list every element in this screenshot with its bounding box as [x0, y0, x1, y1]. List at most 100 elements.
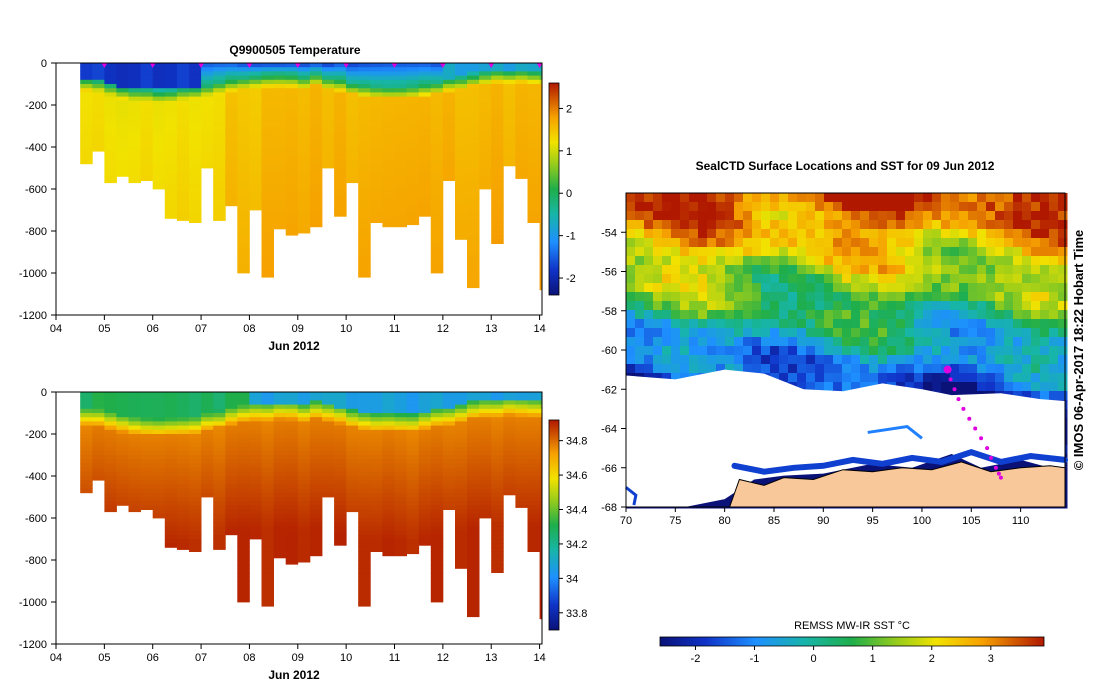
profile-cell	[116, 168, 129, 173]
sst-cell	[806, 346, 816, 356]
profile-cell	[406, 67, 420, 72]
profile-cell	[503, 459, 516, 464]
profile-cell	[382, 450, 395, 456]
sst-cell	[1022, 283, 1032, 293]
sst-cell	[698, 499, 708, 509]
sst-cell	[950, 247, 960, 257]
sst-cell	[680, 364, 690, 374]
profile-cell	[104, 151, 117, 156]
profile-cell	[164, 463, 178, 468]
sst-cell	[635, 364, 645, 374]
profile-cell	[370, 88, 383, 93]
profile-cell	[442, 147, 456, 152]
profile-cell	[527, 413, 540, 418]
profile-cell	[309, 518, 323, 523]
profile-cell	[539, 75, 543, 81]
profile-cell	[394, 201, 407, 207]
sst-cell	[923, 193, 933, 203]
profile-cell	[418, 184, 432, 190]
profile-cell	[370, 184, 383, 190]
sst-cell	[842, 382, 852, 392]
profile-cell	[104, 459, 117, 464]
profile-cell	[309, 189, 323, 194]
sst-cell	[1022, 265, 1032, 275]
sst-cell	[1040, 211, 1050, 221]
profile-cell	[176, 476, 190, 481]
sst-cell	[680, 238, 690, 248]
profile-cell	[491, 201, 504, 207]
profile-cell	[467, 92, 480, 97]
profile-cell	[394, 151, 407, 156]
profile-cell	[406, 84, 420, 89]
sst-cell	[716, 346, 726, 356]
profile-cell	[176, 113, 190, 118]
profile-cell	[382, 530, 395, 536]
profile-cell	[297, 505, 311, 510]
profile-cell	[237, 268, 250, 274]
sst-cell	[725, 265, 735, 275]
sst-cell	[716, 256, 726, 266]
profile-cell	[491, 551, 504, 557]
profile-cell	[176, 172, 190, 177]
profile-cell	[237, 467, 250, 473]
profile-cell	[164, 446, 178, 452]
profile-cell	[261, 438, 274, 443]
profile-cell	[358, 264, 371, 270]
sst-cell	[653, 265, 663, 275]
profile-cell	[273, 543, 287, 548]
profile-cell	[539, 585, 543, 590]
sst-cell	[743, 265, 753, 275]
profile-cell	[104, 450, 117, 456]
profile-cell	[309, 522, 323, 527]
profile-cell	[80, 400, 93, 405]
profile-cell	[189, 455, 202, 460]
profile-cell	[370, 467, 383, 473]
sea-ice-region	[626, 369, 1068, 507]
profile-cell	[467, 197, 480, 202]
profile-cell	[370, 392, 383, 397]
profile-cell	[237, 564, 250, 569]
sst-cell	[653, 256, 663, 266]
sst-cell	[842, 364, 852, 374]
profile-cell	[225, 530, 238, 536]
sst-cell	[860, 355, 870, 365]
profile-cell	[213, 396, 226, 401]
sst-cell	[1013, 364, 1023, 374]
sst-cell	[878, 229, 888, 239]
sst-cell	[824, 265, 834, 275]
profile-cell	[104, 113, 117, 118]
profile-cell	[455, 551, 468, 557]
sst-cell	[851, 220, 861, 230]
profile-cell	[430, 392, 444, 397]
profile-cell	[479, 75, 492, 81]
profile-cell	[539, 492, 543, 498]
sst-cell	[851, 355, 861, 365]
sst-cell	[932, 373, 942, 383]
profile-cell	[334, 109, 347, 114]
profile-cell	[491, 467, 504, 473]
sst-cell	[932, 364, 942, 374]
sst-cell	[959, 274, 969, 284]
profile-cell	[189, 113, 202, 118]
profile-cell	[189, 446, 202, 452]
profile-cell	[346, 471, 359, 477]
profile-cell	[285, 84, 299, 89]
sst-cell	[662, 328, 672, 338]
profile-cell	[322, 92, 335, 97]
profile-cell	[394, 450, 407, 456]
profile-cell	[467, 218, 480, 223]
profile-cell	[418, 484, 432, 489]
profile-cell	[406, 75, 420, 81]
profile-cell	[309, 134, 323, 139]
sst-cell	[788, 202, 798, 212]
profile-cell	[370, 547, 383, 552]
profile-cell	[237, 509, 250, 515]
profile-cell	[539, 484, 543, 489]
profile-cell	[358, 235, 371, 240]
profile-cell	[515, 438, 528, 443]
sst-cell	[707, 310, 717, 320]
profile-cell	[164, 396, 178, 401]
profile-cell	[418, 138, 432, 144]
profile-cell	[285, 218, 299, 223]
profile-cell	[309, 79, 323, 85]
